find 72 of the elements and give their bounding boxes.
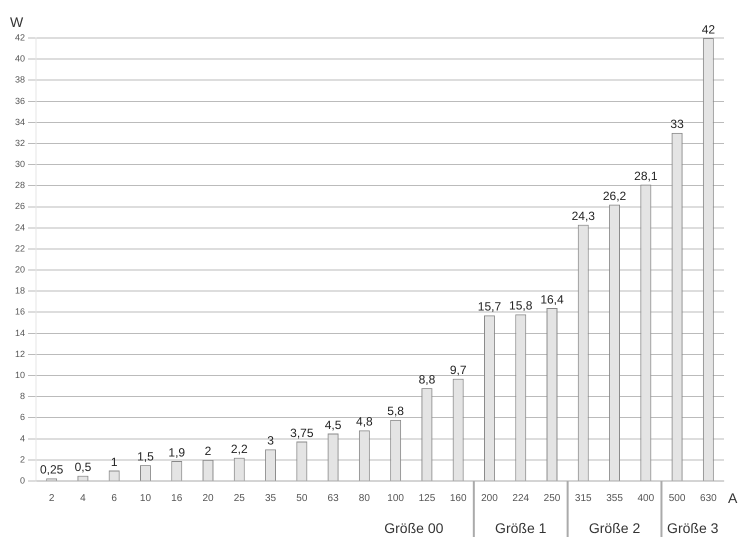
x-tick-label: 355 [606, 492, 624, 504]
x-tick-label: 200 [481, 492, 498, 504]
x-tick-label: 20 [202, 492, 214, 504]
data-label: 1,9 [168, 445, 186, 460]
x-tick-label: 630 [700, 492, 718, 504]
data-label: 4,5 [324, 418, 342, 432]
y-tick-label: 32 [14, 138, 26, 148]
y-tick-label: 22 [14, 243, 26, 254]
data-label: 0,25 [40, 462, 64, 477]
x-tick-label: 25 [234, 492, 246, 504]
y-tick-label: 16 [14, 306, 26, 317]
x-tick-label: 160 [450, 492, 467, 504]
y-tick-label: 4 [20, 433, 26, 444]
x-tick-label: 224 [512, 492, 530, 504]
data-label: 3 [267, 434, 274, 448]
text: Größe 1 [495, 520, 547, 536]
x-tick-label: 10 [140, 492, 152, 504]
y-tick-label: 40 [14, 54, 26, 64]
data-label: 4,8 [356, 414, 374, 429]
y-tick-label: 26 [14, 201, 26, 212]
data-label: 42 [702, 22, 716, 36]
data-label: 26,2 [602, 188, 627, 203]
x-tick-label: 6 [111, 492, 118, 504]
y-tick-label: 8 [20, 391, 26, 402]
text: Größe 2 [588, 520, 640, 536]
y-axis-title: W [10, 14, 24, 30]
y-tick-label: 14 [14, 328, 26, 338]
y-tick-label: 18 [14, 286, 26, 296]
data-label: 9,7 [450, 363, 467, 377]
data-label: 0,5 [74, 460, 92, 474]
x-tick-label: 400 [637, 492, 655, 504]
y-tick-label: 38 [14, 74, 26, 85]
x-tick-label: 125 [418, 492, 436, 504]
data-label: 1 [110, 454, 118, 469]
x-tick-label: 50 [296, 492, 308, 504]
data-label: 1,5 [137, 449, 154, 464]
x-axis-title: A [728, 490, 738, 506]
x-tick-label: 35 [264, 492, 277, 504]
x-tick-label: 315 [574, 492, 592, 504]
y-tick-label: 10 [14, 370, 26, 380]
data-label: 8,8 [418, 372, 436, 386]
y-tick-label: 42 [14, 32, 26, 42]
x-tick-label: 500 [668, 492, 686, 504]
data-label: 2 [204, 444, 212, 458]
y-tick-label: 24 [14, 222, 26, 232]
y-tick-label: 20 [14, 264, 26, 275]
y-tick-label: 6 [20, 412, 26, 422]
data-label: 33 [670, 117, 684, 132]
x-tick-label: 4 [80, 492, 86, 504]
x-tick-label: 250 [544, 492, 561, 504]
y-tick-label: 34 [14, 116, 26, 127]
x-tick-label: 2 [48, 492, 55, 504]
x-tick-label: 16 [171, 492, 183, 504]
data-label: 3,75 [290, 426, 314, 440]
y-tick-label: 2 [20, 454, 26, 464]
y-tick-label: 28 [14, 180, 26, 190]
x-tick-label: 63 [328, 492, 340, 504]
text: Größe 00 [384, 520, 444, 536]
text: Größe 3 [667, 520, 719, 536]
y-tick-label: 30 [14, 159, 26, 170]
y-tick-label: 36 [14, 96, 26, 106]
data-label: 16,4 [540, 292, 564, 306]
y-tick-label: 12 [14, 348, 26, 359]
x-tick-label: 80 [358, 492, 370, 504]
data-label: 15,8 [509, 298, 533, 313]
x-tick-label: 100 [387, 492, 404, 504]
data-label: 24,3 [572, 209, 596, 224]
data-label: 5,8 [387, 404, 404, 418]
data-label: 2,2 [230, 442, 248, 456]
data-label: 28,1 [634, 168, 658, 183]
y-tick-label: 0 [20, 475, 26, 486]
data-label: 15,7 [478, 300, 502, 314]
